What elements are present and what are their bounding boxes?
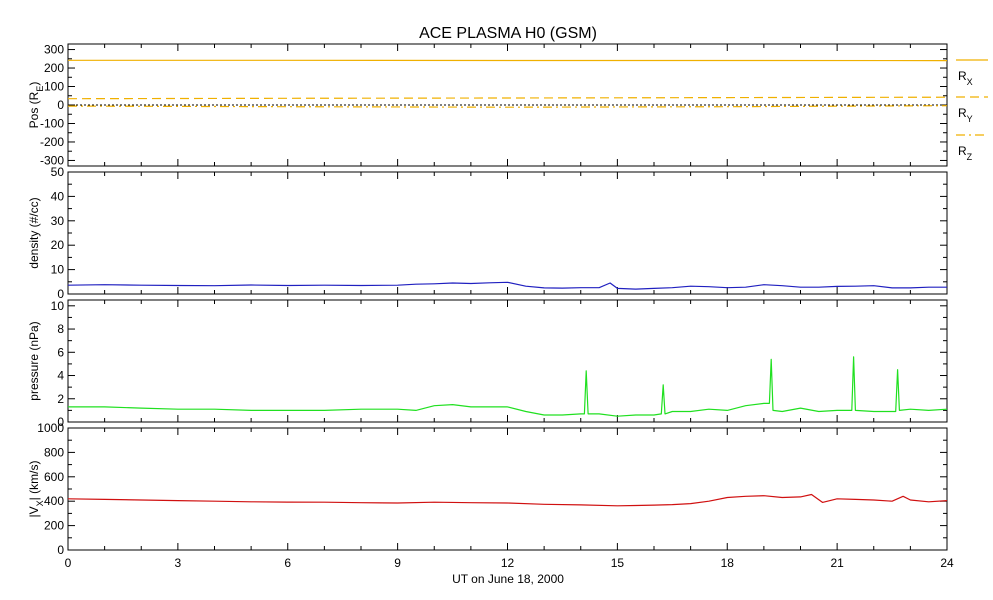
- y-tick-label: 2: [57, 392, 64, 406]
- y-tick-label: 0: [57, 415, 64, 429]
- panel-vx: 0 200 400 600 800 1000 |VX| (km/s): [27, 421, 948, 557]
- y-tick-label: 30: [51, 214, 65, 228]
- y-label-main: density (#/cc): [27, 197, 41, 268]
- y-axis-label: density (#/cc): [27, 197, 41, 268]
- y-label-main: |V: [27, 506, 41, 517]
- x-tick-label: 6: [284, 556, 291, 570]
- y-tick-label: 6: [57, 345, 64, 359]
- y-label-sub: X: [35, 500, 45, 506]
- y-tick-label: -100: [40, 116, 64, 130]
- legend-label-sub: Z: [967, 152, 973, 162]
- series-line-pos-1: [67, 96, 948, 100]
- y-tick-label: 50: [51, 165, 65, 179]
- chart-title: ACE PLASMA H0 (GSM): [419, 25, 597, 42]
- y-tick-label: 1000: [37, 421, 64, 435]
- y-tick-label: 8: [57, 322, 64, 336]
- series-line-pos-2: [67, 105, 948, 108]
- y-label-main: pressure (nPa): [27, 321, 41, 400]
- y-label-end: ): [27, 82, 41, 86]
- panel-pos: 300 200 100 0 -100 -200 -300 Pos (RE): [27, 43, 948, 167]
- x-axis-label: UT on June 18, 2000: [452, 572, 564, 586]
- y-tick-label: 0: [57, 98, 64, 112]
- x-tick-label: 24: [940, 556, 954, 570]
- x-tick-label: 0: [65, 556, 72, 570]
- y-label-end: | (km/s): [27, 461, 41, 501]
- y-tick-label: 400: [44, 494, 64, 508]
- legend-label: RY: [958, 106, 973, 124]
- y-tick-label: 10: [51, 263, 65, 277]
- panel-frame: [67, 171, 948, 295]
- legend-label-main: R: [958, 144, 967, 158]
- y-tick-label: 200: [44, 519, 64, 533]
- y-tick-label: 10: [51, 299, 65, 313]
- y-tick-label: 100: [44, 80, 64, 94]
- legend-label-sub: Y: [967, 114, 973, 124]
- series-line-density: [67, 281, 947, 290]
- y-tick-label: 4: [57, 369, 64, 383]
- x-axis: 0 3 6 9 12 15 18 21 24: [65, 556, 954, 570]
- legend-label-main: R: [958, 106, 967, 120]
- y-tick-label: 0: [57, 287, 64, 301]
- panel-pressure: 0 2 4 6 8 10 pressure (nPa): [27, 299, 948, 429]
- panel-frame: [67, 299, 948, 423]
- y-tick-label: 20: [51, 238, 65, 252]
- series-line-vx: [67, 493, 948, 507]
- y-tick-label: 0: [57, 543, 64, 557]
- y-label-sub: E: [35, 86, 45, 92]
- panel-density: 0 10 20 30 40 50 density (#/cc): [27, 165, 948, 301]
- y-axis-label: pressure (nPa): [27, 321, 41, 400]
- x-tick-label: 18: [721, 556, 735, 570]
- y-axis-label: |VX| (km/s): [27, 461, 45, 518]
- y-tick-label: 800: [44, 445, 64, 459]
- x-tick-label: 3: [175, 556, 182, 570]
- y-tick-label: 600: [44, 470, 64, 484]
- legend-label-sub: X: [967, 77, 973, 87]
- legend-label-main: R: [958, 69, 967, 83]
- x-tick-label: 9: [394, 556, 401, 570]
- panel-frame: [67, 427, 948, 551]
- legend-label: RZ: [958, 144, 973, 162]
- panel-frame: [67, 43, 948, 167]
- y-axis-label: Pos (RE): [27, 82, 45, 129]
- y-tick-label: 200: [44, 61, 64, 75]
- x-tick-label: 21: [830, 556, 844, 570]
- x-tick-label: 15: [611, 556, 625, 570]
- y-tick-label: 40: [51, 189, 65, 203]
- y-label-main: Pos (R: [27, 91, 41, 128]
- legend-label: RX: [958, 69, 973, 87]
- y-tick-label: 300: [44, 43, 64, 57]
- y-tick-label: -300: [40, 153, 64, 167]
- series-line-pressure: [68, 356, 948, 417]
- x-tick-label: 12: [501, 556, 515, 570]
- y-tick-label: -200: [40, 135, 64, 149]
